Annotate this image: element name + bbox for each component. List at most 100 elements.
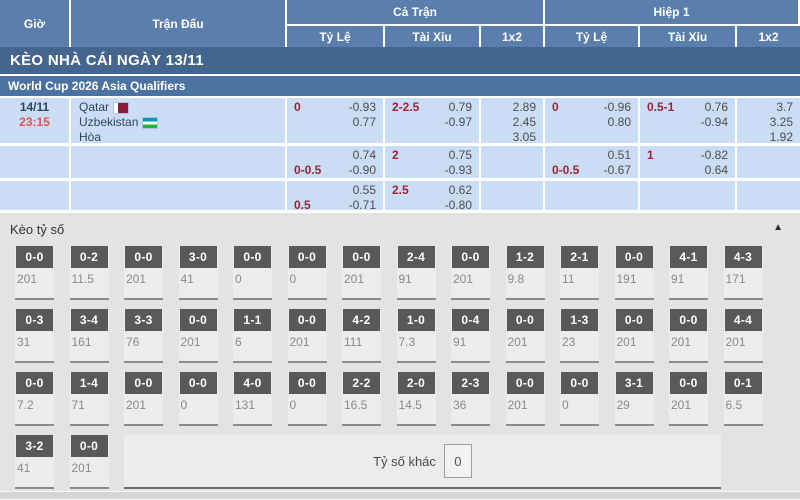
score-cell[interactable]: 1-3 23 [560, 309, 599, 363]
score-cell[interactable]: 0-0 191 [614, 246, 654, 300]
half-1x2-cell[interactable]: 3.7 3.25 1.92 [737, 98, 800, 146]
odds-value[interactable]: -0.94 [700, 115, 728, 129]
odds-value[interactable]: 0.62 [448, 183, 472, 197]
score-cell[interactable]: 0-0 0 [178, 372, 218, 426]
score-label[interactable]: 0-0 [343, 246, 380, 268]
odds-home-win[interactable]: 2.89 [512, 100, 536, 114]
score-cell[interactable]: 4-1 91 [669, 246, 708, 300]
score-label[interactable]: 0-0 [670, 309, 707, 331]
collapse-arrow-icon[interactable]: ▲ [773, 222, 783, 233]
score-cell[interactable]: 2-3 36 [451, 372, 490, 426]
score-label[interactable]: 4-4 [724, 309, 762, 331]
half-overunder-cell[interactable]: 0.5-1 0.76 -0.94 [640, 98, 737, 146]
score-label[interactable]: 2-3 [452, 372, 489, 394]
score-cell[interactable]: 4-0 131 [233, 372, 272, 426]
odds-value[interactable]: 0.76 [704, 100, 728, 114]
score-cell[interactable]: 0-0 201 [614, 309, 654, 363]
full-handicap-cell[interactable]: 0.74 0-0.5 -0.90 [287, 146, 385, 181]
score-label[interactable]: 2-1 [561, 246, 598, 268]
odds-value[interactable]: -0.93 [348, 100, 376, 114]
full-handicap-cell[interactable]: 0 -0.93 0.77 [287, 98, 385, 146]
score-cell[interactable]: 0-1 6.5 [723, 372, 763, 426]
score-cell[interactable]: 1-4 71 [69, 372, 109, 426]
score-cell[interactable]: 3-1 29 [614, 372, 654, 426]
score-cell[interactable]: 0-4 91 [451, 309, 490, 363]
odds-away-win[interactable]: 3.25 [769, 115, 793, 129]
score-label[interactable]: 0-0 [506, 372, 544, 394]
score-label[interactable]: 0-0 [452, 246, 489, 268]
score-cell[interactable]: 2-0 14.5 [396, 372, 436, 426]
score-cell[interactable]: 2-4 91 [396, 246, 436, 300]
score-cell[interactable]: 1-1 6 [233, 309, 272, 363]
score-label[interactable]: 1-2 [506, 246, 544, 268]
odds-value[interactable]: 0.77 [352, 115, 376, 129]
odds-value[interactable]: 0.74 [352, 148, 376, 162]
score-label[interactable]: 0-0 [70, 435, 108, 457]
score-cell[interactable]: 0-0 201 [178, 309, 218, 363]
score-cell[interactable]: 0-0 0 [560, 372, 599, 426]
score-cell[interactable]: 0-0 201 [342, 246, 381, 300]
score-cell[interactable]: 0-2 11.5 [69, 246, 109, 300]
score-label[interactable]: 0-0 [615, 309, 653, 331]
score-label[interactable]: 1-0 [397, 309, 435, 331]
other-score-odds-box[interactable]: 0 [443, 444, 472, 478]
odds-value[interactable]: -0.93 [444, 163, 472, 177]
score-label[interactable]: 2-0 [397, 372, 435, 394]
score-label[interactable]: 2-4 [397, 246, 435, 268]
score-label[interactable]: 0-3 [16, 309, 53, 331]
score-label[interactable]: 0-0 [179, 309, 217, 331]
score-label[interactable]: 3-4 [70, 309, 108, 331]
score-cell[interactable]: 4-2 111 [342, 309, 381, 363]
full-overunder-cell[interactable]: 2.5 0.62 -0.80 [385, 181, 481, 213]
score-label[interactable]: 0-0 [288, 309, 326, 331]
odds-draw[interactable]: 3.05 [512, 130, 536, 144]
score-label[interactable]: 4-1 [670, 246, 707, 268]
score-cell[interactable]: 0-0 201 [669, 372, 708, 426]
score-cell[interactable]: 0-0 201 [451, 246, 490, 300]
odds-draw[interactable]: 1.92 [769, 130, 793, 144]
score-label[interactable]: 0-2 [70, 246, 108, 268]
score-cell[interactable]: 0-0 0 [287, 246, 327, 300]
odds-value[interactable]: 0.51 [607, 148, 631, 162]
score-cell[interactable]: 0-3 31 [15, 309, 54, 363]
score-cell[interactable]: 3-3 76 [124, 309, 163, 363]
score-label[interactable]: 1-4 [70, 372, 108, 394]
score-cell[interactable]: 2-2 16.5 [342, 372, 381, 426]
score-label[interactable]: 0-1 [724, 372, 762, 394]
full-handicap-cell[interactable]: 0.55 0.5 -0.71 [287, 181, 385, 213]
score-label[interactable]: 3-0 [179, 246, 217, 268]
score-cell[interactable]: 1-0 7.3 [396, 309, 436, 363]
odds-value[interactable]: -0.71 [348, 198, 376, 212]
score-label[interactable]: 1-3 [561, 309, 598, 331]
odds-home-win[interactable]: 3.7 [776, 100, 793, 114]
score-label[interactable]: 1-1 [234, 309, 271, 331]
score-label[interactable]: 2-2 [343, 372, 380, 394]
odds-value[interactable]: -0.82 [700, 148, 728, 162]
score-label[interactable]: 0-0 [288, 372, 326, 394]
odds-value[interactable]: 0.79 [448, 100, 472, 114]
score-label[interactable]: 0-0 [179, 372, 217, 394]
odds-value[interactable]: 0.55 [352, 183, 376, 197]
score-cell[interactable]: 3-2 41 [15, 435, 54, 489]
score-label[interactable]: 0-4 [452, 309, 489, 331]
score-cell[interactable]: 4-3 171 [723, 246, 763, 300]
score-label[interactable]: 0-0 [16, 372, 53, 394]
odds-value[interactable]: 0.75 [448, 148, 472, 162]
score-label[interactable]: 4-3 [724, 246, 762, 268]
score-label[interactable]: 0-0 [615, 246, 653, 268]
score-cell[interactable]: 0-0 201 [669, 309, 708, 363]
full-1x2-cell[interactable]: 2.89 2.45 3.05 [481, 98, 545, 146]
half-handicap-cell[interactable]: 0 -0.96 0.80 [545, 98, 640, 146]
full-overunder-cell[interactable]: 2 0.75 -0.93 [385, 146, 481, 181]
score-cell[interactable]: 0-0 201 [15, 246, 54, 300]
score-cell[interactable]: 4-4 201 [723, 309, 763, 363]
odds-away-win[interactable]: 2.45 [512, 115, 536, 129]
odds-value[interactable]: -0.96 [603, 100, 631, 114]
score-label[interactable]: 4-0 [234, 372, 271, 394]
score-cell[interactable]: 0-0 201 [505, 372, 545, 426]
score-cell[interactable]: 0-0 201 [124, 372, 163, 426]
score-label[interactable]: 0-0 [125, 246, 162, 268]
score-label[interactable]: 0-0 [288, 246, 326, 268]
half-handicap-cell[interactable]: 0.51 0-0.5 -0.67 [545, 146, 640, 181]
full-overunder-cell[interactable]: 2-2.5 0.79 -0.97 [385, 98, 481, 146]
